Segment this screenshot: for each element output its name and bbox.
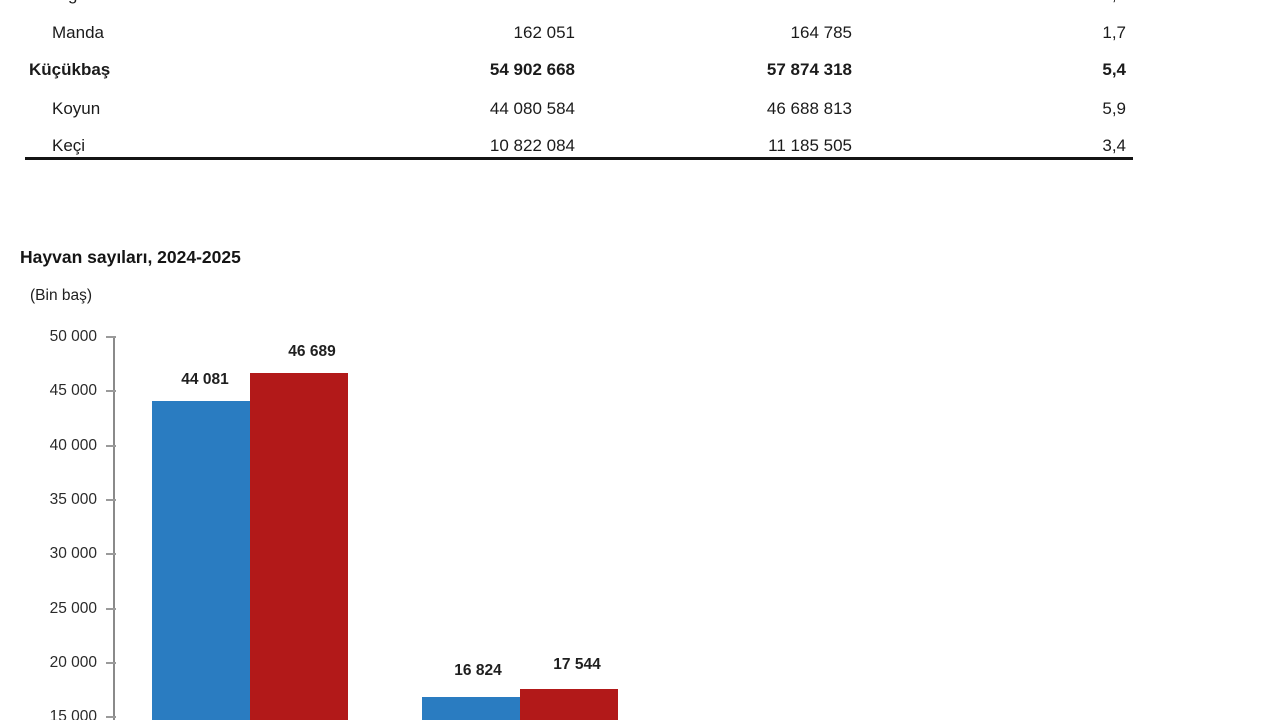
value-2025: 17 544 266 xyxy=(767,0,852,14)
y-axis-line xyxy=(113,337,115,720)
row-label: Sığır xyxy=(52,0,88,14)
row-label: Koyun xyxy=(52,99,101,118)
value-change: 5,4 xyxy=(1102,60,1126,79)
y-tick-label: 25 000 xyxy=(49,599,97,617)
bar-value-label: 44 081 xyxy=(181,371,229,388)
y-axis-tick xyxy=(106,553,116,556)
table-row-manda: Manda 162 051 164 785 1,7 xyxy=(25,14,1133,52)
value-2024: 54 902 668 xyxy=(489,60,575,79)
value-2024: 44 080 584 xyxy=(489,99,575,118)
y-tick-label: 30 000 xyxy=(49,545,97,563)
chart-title: Hayvan sayıları, 2024-2025 xyxy=(20,247,241,267)
y-axis-tick xyxy=(106,716,116,719)
value-change: 3,4 xyxy=(1102,136,1126,155)
bar-value-label: 17 544 xyxy=(553,656,601,673)
y-tick-label: 40 000 xyxy=(49,436,97,454)
value-2024: 10 822 084 xyxy=(489,136,575,155)
value-2024: 16 824 265 xyxy=(490,0,575,14)
bar-value-label: 16 824 xyxy=(454,662,502,679)
bar-2024-group2 xyxy=(422,697,520,720)
value-2025: 57 874 318 xyxy=(766,60,852,79)
bar-value-label: 46 689 xyxy=(288,343,336,360)
row-label: Manda xyxy=(52,23,104,42)
value-2025: 11 185 505 xyxy=(768,136,852,155)
value-2024: 162 051 xyxy=(513,23,575,42)
y-tick-label: 20 000 xyxy=(49,653,97,671)
y-axis-tick xyxy=(106,661,116,664)
row-label: Küçükbaş xyxy=(29,60,111,79)
table-row-keci: Keçi 10 822 084 11 185 505 3,4 xyxy=(25,127,1133,165)
value-change: 1,7 xyxy=(1102,23,1126,42)
y-axis-tick xyxy=(106,390,116,393)
bar-2025-group1 xyxy=(250,372,348,720)
table-row-koyun: Koyun 44 080 584 46 688 813 5,9 xyxy=(25,90,1133,128)
table-bottom-rule xyxy=(25,157,1133,160)
bar-2024-group1 xyxy=(152,401,250,720)
y-axis-tick xyxy=(106,444,116,447)
y-tick-label: 15 000 xyxy=(49,708,97,720)
value-change: 4,3 xyxy=(1102,0,1126,14)
value-change: 5,9 xyxy=(1102,99,1126,118)
table-row-sigir: Sığır 16 824 265 17 544 266 4,3 xyxy=(25,0,1133,14)
table-row-kucukbas: Küçükbaş 54 902 668 57 874 318 5,4 xyxy=(25,51,1133,89)
chart-subtitle: (Bin baş) xyxy=(30,287,93,304)
y-tick-label: 45 000 xyxy=(49,382,97,400)
row-label: Keçi xyxy=(52,136,86,155)
value-2025: 46 688 813 xyxy=(766,99,852,118)
y-axis-tick xyxy=(106,607,116,610)
value-2025: 164 785 xyxy=(790,23,852,42)
y-axis-tick xyxy=(106,498,116,501)
y-tick-label: 50 000 xyxy=(49,328,97,345)
y-tick-label: 35 000 xyxy=(49,490,97,508)
y-axis-tick xyxy=(106,336,116,338)
bar-2025-group2 xyxy=(520,689,618,720)
